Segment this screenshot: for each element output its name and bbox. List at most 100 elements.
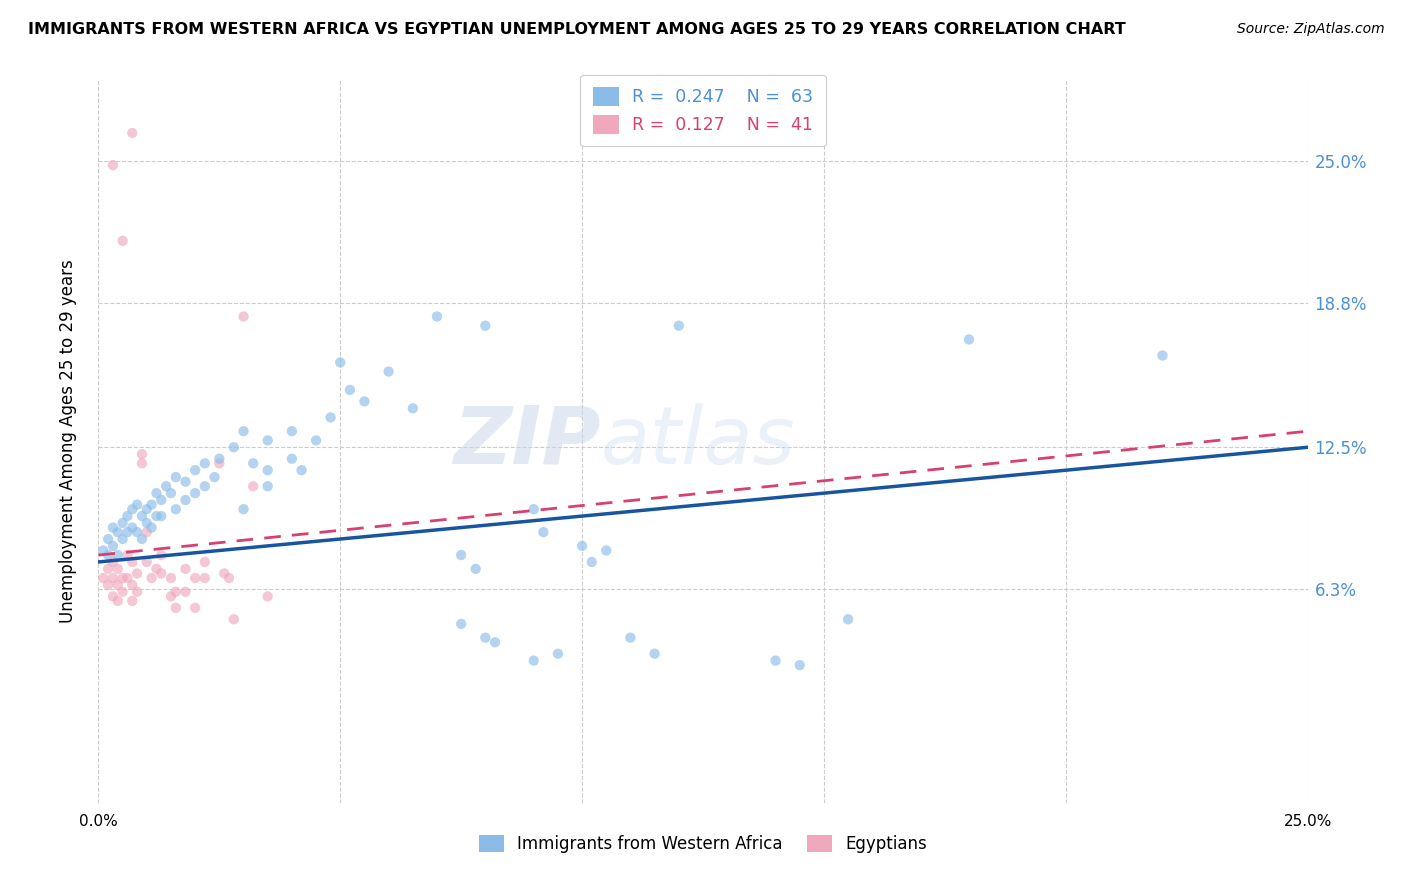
Point xyxy=(111,584,134,599)
Point xyxy=(165,470,187,484)
Point xyxy=(281,451,304,466)
Point xyxy=(141,520,163,534)
Point xyxy=(145,486,167,500)
Point xyxy=(131,509,153,524)
Point xyxy=(101,571,124,585)
Point xyxy=(145,509,167,524)
Point xyxy=(212,566,235,581)
Point xyxy=(174,475,197,489)
Point xyxy=(256,434,278,448)
Point xyxy=(127,525,149,540)
Text: atlas: atlas xyxy=(600,402,794,481)
Point xyxy=(305,434,328,448)
Point xyxy=(150,509,173,524)
Point xyxy=(127,498,149,512)
Point xyxy=(91,571,114,585)
Point xyxy=(91,543,114,558)
Text: ZIP: ZIP xyxy=(453,402,600,481)
Point xyxy=(194,456,217,470)
Point xyxy=(474,318,496,333)
Point xyxy=(464,562,486,576)
Point xyxy=(121,502,143,516)
Point xyxy=(135,525,157,540)
Point xyxy=(131,456,153,470)
Point xyxy=(121,578,143,592)
Point xyxy=(377,365,399,379)
Point xyxy=(145,562,167,576)
Point xyxy=(141,498,163,512)
Point xyxy=(571,539,593,553)
Point xyxy=(208,456,231,470)
Point xyxy=(117,509,139,524)
Point xyxy=(789,658,811,673)
Point xyxy=(165,584,187,599)
Point xyxy=(484,635,506,649)
Point xyxy=(329,355,352,369)
Point xyxy=(155,479,177,493)
Point xyxy=(101,520,124,534)
Point xyxy=(111,234,134,248)
Point xyxy=(450,616,472,631)
Point xyxy=(194,571,217,585)
Point xyxy=(97,532,120,546)
Point xyxy=(121,126,143,140)
Point xyxy=(160,571,183,585)
Point xyxy=(127,584,149,599)
Point xyxy=(450,548,472,562)
Point xyxy=(474,631,496,645)
Point xyxy=(107,525,129,540)
Text: Source: ZipAtlas.com: Source: ZipAtlas.com xyxy=(1237,22,1385,37)
Point xyxy=(619,631,641,645)
Point xyxy=(184,571,207,585)
Point xyxy=(402,401,425,416)
Point xyxy=(290,463,312,477)
Point xyxy=(1152,349,1174,363)
Point xyxy=(117,571,139,585)
Point xyxy=(121,594,143,608)
Point xyxy=(174,584,197,599)
Point xyxy=(581,555,603,569)
Point xyxy=(135,516,157,530)
Point xyxy=(165,600,187,615)
Point xyxy=(765,654,787,668)
Point xyxy=(256,590,278,604)
Text: IMMIGRANTS FROM WESTERN AFRICA VS EGYPTIAN UNEMPLOYMENT AMONG AGES 25 TO 29 YEAR: IMMIGRANTS FROM WESTERN AFRICA VS EGYPTI… xyxy=(28,22,1126,37)
Point xyxy=(319,410,342,425)
Point xyxy=(107,548,129,562)
Point xyxy=(194,479,217,493)
Point xyxy=(837,612,859,626)
Point xyxy=(426,310,449,324)
Point xyxy=(194,555,217,569)
Point xyxy=(117,548,139,562)
Point xyxy=(218,571,240,585)
Point xyxy=(111,532,134,546)
Point xyxy=(107,594,129,608)
Point xyxy=(111,516,134,530)
Point xyxy=(101,539,124,553)
Point xyxy=(174,493,197,508)
Point xyxy=(160,590,183,604)
Point xyxy=(595,543,617,558)
Point xyxy=(150,493,173,508)
Point xyxy=(242,479,264,493)
Point xyxy=(232,502,254,516)
Point xyxy=(339,383,361,397)
Point xyxy=(232,310,254,324)
Point xyxy=(184,600,207,615)
Point xyxy=(97,578,120,592)
Point xyxy=(127,566,149,581)
Point xyxy=(531,525,554,540)
Point xyxy=(111,571,134,585)
Point xyxy=(97,562,120,576)
Point xyxy=(97,548,120,562)
Point xyxy=(121,555,143,569)
Point xyxy=(523,654,546,668)
Point xyxy=(222,612,245,626)
Point xyxy=(184,463,207,477)
Point xyxy=(160,486,183,500)
Point xyxy=(222,440,245,454)
Point xyxy=(150,566,173,581)
Point xyxy=(232,424,254,438)
Point xyxy=(135,555,157,569)
Point xyxy=(121,520,143,534)
